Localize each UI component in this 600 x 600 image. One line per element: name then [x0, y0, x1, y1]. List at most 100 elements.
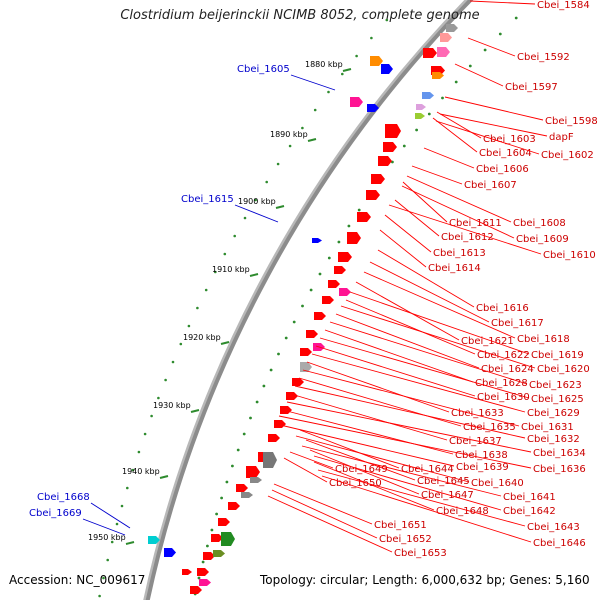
gene-label: Cbei_1648: [436, 506, 489, 517]
gc-dot: [187, 324, 191, 328]
gene-arrow: [263, 452, 277, 468]
gene-arrow: [432, 72, 444, 79]
scale-dot: [415, 128, 418, 132]
accession-label: Accession: NC_009617: [9, 573, 146, 587]
gc-dot: [313, 108, 317, 112]
gene-arrow: [148, 536, 160, 544]
gc-dot: [265, 180, 269, 184]
gene-leader-line: [329, 321, 528, 385]
gene-leader-line: [355, 281, 460, 341]
gene-leader-line: [394, 199, 440, 237]
scale-dot: [309, 288, 313, 292]
gene-leader-line: [290, 393, 448, 441]
gc-dot: [276, 162, 280, 166]
gene-label-blue: Cbei_1615: [181, 194, 234, 205]
gc-dot: [98, 594, 101, 598]
scale-dot: [337, 240, 341, 244]
gene-arrow: [236, 484, 248, 492]
gene-label: Cbei_1652: [379, 534, 432, 545]
genome-summary-label: Topology: circular; Length: 6,000,632 bp…: [260, 573, 590, 587]
backbone-shadow: [143, 0, 469, 600]
scale-dot: [357, 208, 361, 212]
scale-dot: [468, 64, 472, 68]
gene-leader-line: [295, 435, 470, 483]
gene-label: Cbei_1610: [543, 250, 596, 261]
gene-leader-line: [305, 439, 416, 481]
gene-label: Cbei_1635: [463, 422, 516, 433]
scale-tick-mark: [159, 475, 169, 479]
gene-leader-line-blue: [90, 502, 131, 529]
gene-label: Cbei_1616: [476, 303, 529, 314]
gene-arrow: [300, 348, 312, 356]
gene-label: dapF: [549, 132, 574, 143]
gc-dot: [126, 486, 129, 490]
gene-arrow: [371, 174, 385, 184]
gene-label: Cbei_1653: [394, 548, 447, 559]
gene-leader-line: [379, 229, 427, 268]
gene-leader-line-blue: [234, 204, 279, 223]
gc-dot: [301, 126, 304, 130]
gene-leader-line: [423, 147, 475, 169]
gene-label: Cbei_1631: [521, 422, 574, 433]
gene-leader-line: [335, 313, 480, 369]
gene-label: Cbei_1609: [516, 234, 569, 245]
gene-label: Cbei_1617: [491, 318, 544, 329]
gene-arrow: [213, 550, 225, 557]
gene-arrow: [378, 156, 392, 166]
gene-arrow: [182, 569, 192, 575]
gc-dot: [157, 396, 160, 400]
gene-arrow: [203, 552, 215, 560]
gene-arrow: [250, 477, 262, 483]
gene-arrow: [197, 568, 209, 576]
gene-label-blue: Cbei_1605: [237, 64, 290, 75]
gene-leader-line: [317, 469, 526, 527]
scale-dot: [483, 48, 487, 52]
gc-dot: [120, 504, 124, 508]
gene-leader-line: [283, 457, 328, 483]
gene-label-blue: Cbei_1669: [29, 508, 82, 519]
gene-label: Cbei_1597: [505, 82, 558, 93]
gene-label: Cbei_1642: [503, 506, 556, 517]
gene-arrow: [274, 420, 286, 428]
gene-leader-line: [435, 120, 540, 155]
scale-tick-label: 1930 kbp: [153, 401, 191, 410]
scale-tick-label: 1880 kbp: [305, 60, 343, 69]
gene-leader-line: [321, 475, 532, 543]
gene-arrow: [415, 113, 425, 119]
gene-arrow: [350, 97, 363, 107]
gene-leader-line: [363, 271, 516, 339]
gc-dot: [355, 54, 358, 58]
scale-dot: [441, 96, 444, 100]
gc-dot: [171, 360, 175, 364]
gene-label: Cbei_1603: [483, 134, 536, 145]
scale-dot: [454, 80, 458, 84]
gene-label: Cbei_1625: [531, 394, 584, 405]
scale-tick-mark: [249, 273, 259, 277]
gene-leader-line: [324, 329, 474, 383]
gene-label: Cbei_1604: [479, 148, 532, 159]
gene-arrow: [286, 392, 298, 400]
scale-tick-mark: [275, 205, 285, 209]
gene-label: Cbei_1607: [464, 180, 517, 191]
gene-arrow: [366, 190, 380, 200]
gc-dot: [131, 468, 135, 472]
gene-arrow: [339, 288, 351, 296]
gene-leader-line: [388, 204, 542, 255]
gene-leader-line: [411, 165, 463, 185]
scale-tick-label: 1920 kbp: [183, 333, 221, 342]
scale-dot: [277, 352, 280, 356]
scale-tick-mark: [125, 541, 135, 545]
gene-label: Cbei_1620: [537, 364, 590, 375]
gene-label: Cbei_1646: [533, 538, 586, 549]
gene-leader-line: [467, 37, 516, 57]
gene-label: Cbei_1592: [517, 52, 570, 63]
gene-label: Cbei_1647: [421, 490, 474, 501]
gene-leader-line: [301, 445, 502, 497]
gene-label: Cbei_1632: [527, 434, 580, 445]
gene-leader-line: [369, 261, 490, 323]
gene-leader-line: [273, 483, 373, 525]
gene-label: Cbei_1651: [374, 520, 427, 531]
gc-dot: [106, 558, 109, 562]
scale-dot: [255, 400, 259, 404]
